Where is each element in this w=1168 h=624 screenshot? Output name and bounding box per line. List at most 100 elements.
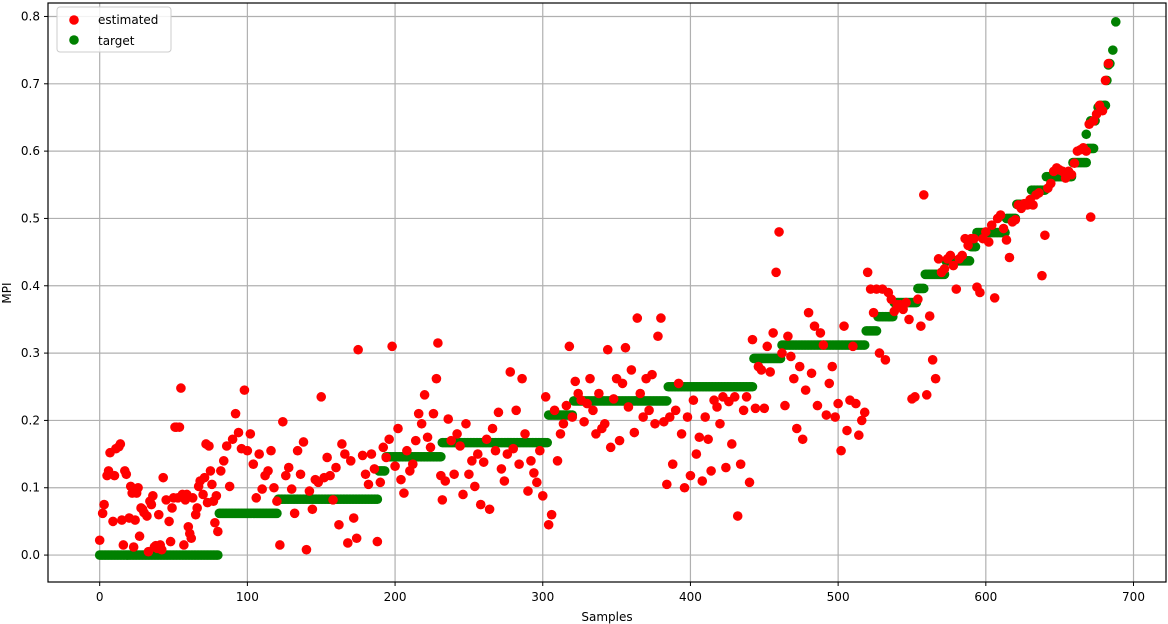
estimated-point — [662, 479, 672, 490]
estimated-point — [340, 449, 350, 459]
estimated-point — [721, 462, 731, 473]
estimated-point — [372, 536, 383, 547]
estimated-point — [1046, 178, 1056, 189]
estimated-point — [165, 536, 176, 547]
estimated-point — [555, 429, 566, 439]
estimated-point — [407, 459, 418, 469]
target-point — [918, 283, 929, 294]
estimated-point — [396, 474, 406, 485]
estimated-point — [204, 441, 214, 451]
estimated-point — [794, 361, 805, 372]
estimated-point — [94, 535, 105, 546]
estimated-point — [1103, 58, 1114, 69]
estimated-point — [1010, 214, 1021, 225]
estimated-point — [535, 445, 545, 456]
estimated-point — [809, 321, 820, 331]
estimated-point — [848, 341, 858, 352]
estimated-point — [239, 385, 250, 395]
estimated-point — [233, 427, 244, 438]
estimated-point — [351, 533, 362, 544]
estimated-point — [842, 425, 852, 436]
estimated-point — [97, 508, 108, 519]
estimated-point — [647, 369, 657, 380]
estimated-point — [1034, 188, 1044, 198]
estimated-point — [989, 293, 1000, 303]
estimated-point — [901, 297, 911, 308]
estimated-point — [134, 531, 145, 542]
estimated-point — [777, 348, 787, 358]
estimated-point — [806, 368, 817, 379]
estimated-point — [564, 341, 575, 352]
estimated-point — [1001, 235, 1012, 245]
estimated-point — [1028, 200, 1038, 210]
legend-marker-target — [69, 35, 79, 45]
estimated-point — [862, 267, 873, 278]
estimated-point — [248, 459, 259, 469]
estimated-point — [334, 519, 344, 530]
estimated-point — [496, 464, 507, 474]
target-point — [272, 508, 282, 519]
target-point — [542, 437, 552, 448]
estimated-point — [325, 470, 335, 481]
estimated-point — [620, 342, 631, 353]
x-tick-label: 600 — [974, 590, 997, 604]
estimated-point — [390, 461, 400, 472]
estimated-point — [827, 361, 838, 372]
estimated-point — [656, 313, 666, 323]
estimated-point — [187, 493, 198, 503]
estimated-point — [517, 373, 527, 384]
target-point — [1088, 143, 1099, 154]
estimated-point — [278, 416, 288, 427]
estimated-point — [455, 441, 465, 451]
estimated-point — [186, 533, 197, 544]
estimated-point — [697, 476, 708, 486]
estimated-point — [921, 390, 932, 400]
estimated-point — [868, 307, 879, 318]
estimated-point — [245, 429, 256, 439]
estimated-point — [1081, 146, 1092, 156]
estimated-point — [167, 503, 177, 513]
estimated-point — [399, 488, 409, 498]
estimated-point — [381, 452, 392, 463]
estimated-point — [343, 538, 353, 548]
estimated-point — [957, 250, 967, 261]
estimated-point — [771, 267, 781, 278]
legend-label-target: target — [98, 34, 135, 48]
estimated-point — [969, 233, 979, 244]
estimated-point — [478, 457, 489, 467]
estimated-point — [215, 466, 226, 476]
estimated-point — [304, 486, 315, 496]
estimated-point — [700, 412, 711, 422]
estimated-point — [133, 482, 143, 493]
estimated-point — [626, 365, 637, 375]
estimated-point — [703, 434, 713, 445]
estimated-point — [322, 452, 332, 463]
estimated-point — [1069, 158, 1080, 169]
estimated-point — [428, 408, 439, 419]
estimated-point — [653, 331, 663, 342]
estimated-point — [148, 491, 158, 501]
estimated-point — [732, 511, 743, 521]
estimated-point — [458, 489, 468, 500]
estimated-point — [874, 348, 885, 358]
estimated-point — [292, 445, 303, 456]
estimated-point — [109, 470, 120, 481]
estimated-point — [487, 423, 498, 434]
estimated-point — [747, 334, 758, 345]
estimated-point — [529, 468, 539, 478]
estimated-point — [158, 472, 168, 483]
estimated-point — [192, 503, 202, 513]
estimated-point — [440, 476, 451, 486]
estimated-point — [431, 373, 442, 384]
estimated-point — [198, 489, 208, 500]
estimated-point — [301, 544, 312, 555]
estimated-point — [836, 445, 846, 456]
estimated-point — [546, 509, 557, 520]
estimated-point — [856, 415, 867, 426]
estimated-point — [179, 540, 189, 550]
estimated-point — [765, 367, 775, 377]
estimated-point — [570, 376, 581, 387]
estimated-point — [526, 456, 536, 466]
estimated-point — [366, 449, 377, 459]
estimated-point — [230, 408, 241, 419]
